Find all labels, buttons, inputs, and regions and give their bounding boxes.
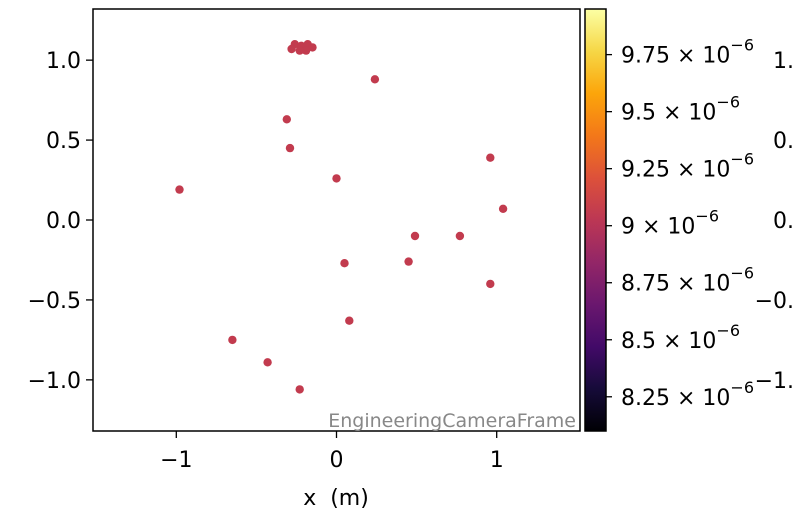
colorbar-tick-label-5: 8.5 × 10−6 — [621, 321, 740, 354]
data-point-4 — [301, 46, 311, 55]
clipped-axis-label-0: 1. — [773, 49, 794, 74]
data-point-16 — [340, 259, 349, 268]
y-tick-label-1: 0.5 — [46, 129, 81, 154]
frame-annotation: EngineeringCameraFrame — [328, 410, 576, 432]
colorbar-tick-label-3: 9 × 10−6 — [621, 207, 719, 240]
data-point-14 — [410, 231, 420, 241]
y-tick-label-0: 1.0 — [46, 49, 81, 74]
y-tick-label-2: 0.0 — [46, 209, 81, 234]
data-point-6 — [287, 44, 296, 54]
clipped-axis-label-2: 0. — [773, 209, 794, 234]
x-tick-label-2: 1 — [490, 448, 504, 473]
colorbar — [584, 8, 607, 432]
colorbar-tick-label-1: 9.5 × 10−6 — [621, 93, 740, 126]
points-layer — [175, 40, 508, 394]
y-tick-label-4: −1.0 — [28, 369, 81, 394]
x-tick-label-1: 0 — [330, 448, 344, 473]
colorbar-tick-exponent-6: −6 — [730, 378, 754, 397]
colorbar-tick-label-4: 8.75 × 10−6 — [621, 264, 754, 297]
data-point-8 — [282, 115, 291, 124]
colorbar-tick-exponent-0: −6 — [730, 36, 754, 55]
data-point-13 — [498, 204, 508, 213]
data-point-5 — [295, 46, 304, 55]
x-axis: −1 0 1 — [160, 431, 504, 473]
colorbar-tick-exponent-4: −6 — [730, 264, 754, 283]
colorbar-tick-exponent-3: −6 — [695, 207, 719, 226]
x-axis-label: x (m) — [303, 486, 369, 511]
colorbar-tick-label-0: 9.75 × 10−6 — [621, 36, 754, 69]
plot-area-frame — [92, 8, 581, 432]
data-point-11 — [175, 185, 184, 194]
colorbar-axis: 9.75 × 10−6 9.5 × 10−6 9.25 × 10−6 9 × 10−6… — [606, 36, 754, 411]
data-point-22 — [295, 385, 304, 394]
data-point-19 — [345, 316, 354, 325]
colorbar-tick-label-2: 9.25 × 10−6 — [621, 150, 754, 183]
data-point-18 — [486, 279, 495, 289]
y-axis: 1.0 0.5 0.0 −0.5 −1.0 — [28, 49, 93, 394]
data-point-20 — [228, 335, 237, 345]
data-point-9 — [285, 143, 295, 153]
data-point-12 — [486, 153, 495, 162]
data-point-15 — [455, 231, 465, 241]
colorbar-tick-label-6: 8.25 × 10−6 — [621, 378, 754, 411]
colorbar-tick-exponent-2: −6 — [730, 150, 754, 169]
clipped-axis-label-4: −1. — [755, 369, 794, 394]
data-point-7 — [370, 75, 380, 84]
colorbar-tick-exponent-1: −6 — [716, 93, 740, 112]
data-point-3 — [308, 43, 317, 52]
colorbar-tick-exponent-5: −6 — [716, 321, 740, 340]
x-tick-label-0: −1 — [160, 448, 192, 473]
clipped-right-axis: 1. 0. 0. −0. −1. — [755, 49, 794, 394]
clipped-axis-label-3: −0. — [755, 289, 794, 314]
y-tick-label-3: −0.5 — [28, 289, 81, 314]
clipped-axis-label-1: 0. — [773, 129, 794, 154]
data-point-17 — [404, 257, 413, 266]
data-point-21 — [263, 358, 272, 367]
data-point-10 — [332, 174, 341, 183]
